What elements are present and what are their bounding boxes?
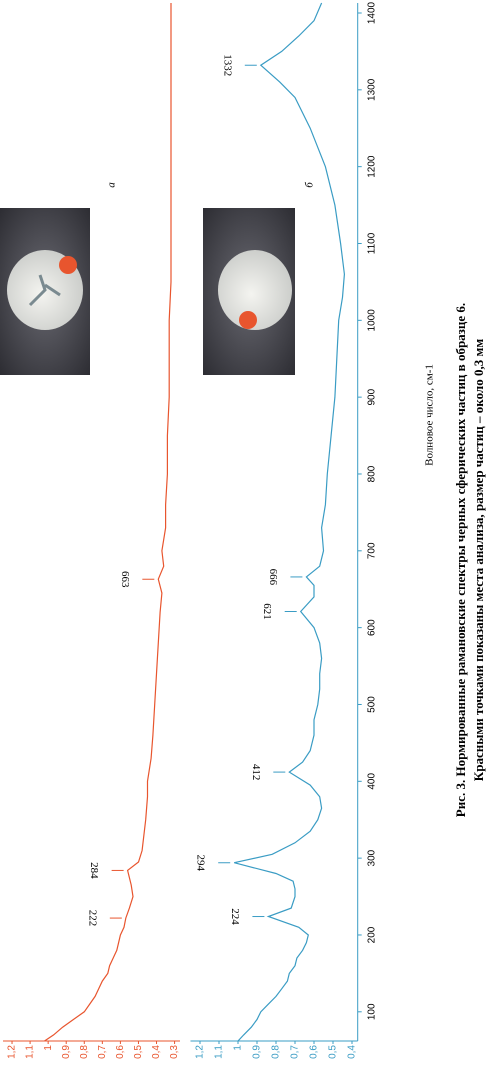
y-tick-label: 1 xyxy=(233,1045,244,1051)
x-tick-label: 600 xyxy=(366,619,377,636)
peak-label: 621 xyxy=(261,603,273,620)
x-tick-label: 200 xyxy=(366,926,377,943)
y-tick-label: 0,6 xyxy=(115,1045,126,1059)
y-tick-label: 0,6 xyxy=(309,1045,320,1059)
x-tick-label: 800 xyxy=(366,465,377,482)
x-axis-label: Волновое число, см-1 xyxy=(424,364,436,466)
rotated-figure: а б Рис. 3. Нормированные рамановские сп… xyxy=(0,1,486,1059)
y-tick-label: 0,8 xyxy=(79,1045,90,1059)
y-tick-label: 0,5 xyxy=(133,1045,144,1059)
x-tick-label: 1100 xyxy=(366,232,377,254)
y-tick-label: 0,9 xyxy=(252,1045,263,1059)
x-tick-label: 1200 xyxy=(366,155,377,178)
x-tick-label: 900 xyxy=(366,388,377,405)
x-tick-label: 100 xyxy=(366,1003,377,1020)
x-tick-label: 1300 xyxy=(366,78,377,101)
x-tick-label: 1000 xyxy=(366,309,377,332)
peak-label: 666 xyxy=(267,569,279,586)
y-tick-label: 0,4 xyxy=(347,1045,358,1059)
x-tick-label: 1400 xyxy=(366,1,377,24)
y-tick-label: 0,5 xyxy=(328,1045,339,1059)
y-tick-label: 0,3 xyxy=(169,1045,180,1059)
y-tick-label: 1,1 xyxy=(25,1045,36,1059)
caption: Рис. 3. Нормированные рамановские спектр… xyxy=(453,303,468,817)
spectrum-line xyxy=(44,3,172,1042)
x-tick-label: 700 xyxy=(366,542,377,559)
photo-b xyxy=(203,208,295,375)
peak-label: 412 xyxy=(250,764,262,781)
peak-label: 284 xyxy=(88,862,100,879)
inset-label: а xyxy=(106,182,118,188)
y-tick-label: 0,7 xyxy=(97,1045,108,1059)
peak-label: 294 xyxy=(195,854,207,871)
y-tick-label: 0,9 xyxy=(61,1045,72,1059)
peak-label: 1332 xyxy=(221,54,233,76)
y-tick-label: 0,8 xyxy=(271,1045,282,1059)
y-tick-label: 1,2 xyxy=(7,1045,18,1059)
y-tick-label: 0,4 xyxy=(151,1045,162,1059)
x-tick-label: 400 xyxy=(366,773,377,790)
y-tick-label: 1 xyxy=(43,1045,54,1051)
photo-a xyxy=(0,208,90,375)
y-tick-label: 1,2 xyxy=(195,1045,206,1059)
peak-label: 222 xyxy=(86,910,98,927)
inset-label: б xyxy=(304,182,316,188)
peak-label: 224 xyxy=(229,908,241,925)
y-tick-label: 1,1 xyxy=(214,1045,225,1059)
peak-label: 663 xyxy=(119,571,131,588)
x-tick-label: 300 xyxy=(366,849,377,866)
y-tick-label: 0,7 xyxy=(290,1045,301,1059)
caption: Красными точками показаны места анализа,… xyxy=(471,339,486,782)
x-tick-label: 500 xyxy=(366,696,377,713)
spectrum-line xyxy=(234,2,346,1042)
